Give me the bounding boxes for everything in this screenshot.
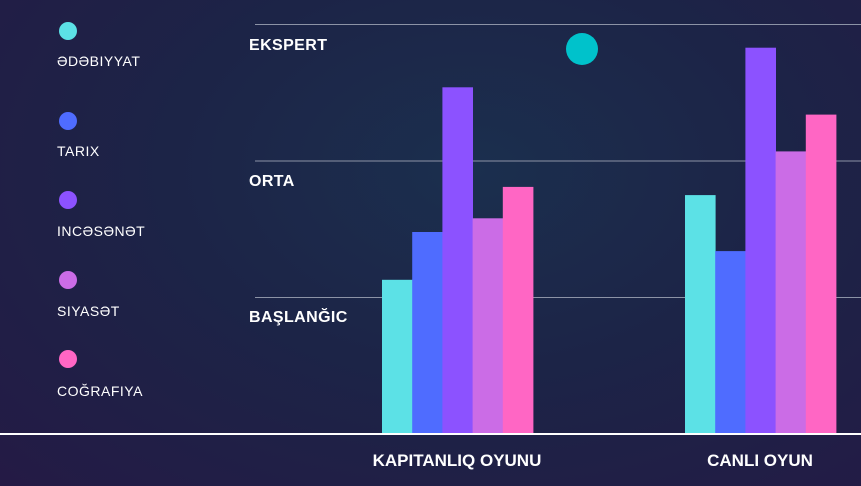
bar-canli-series-1	[715, 251, 746, 434]
bars	[382, 47, 837, 435]
legend-label-incesenet: INCƏSƏNƏT	[57, 223, 146, 239]
legend-swatch-incesenet	[59, 191, 77, 209]
bar-kapitanliq-series-4	[502, 186, 534, 434]
legend-label-cografiya: COĞRAFIYA	[57, 383, 143, 399]
level-label-ekspert: EKSPERT	[249, 37, 328, 54]
legend-swatch-tarix	[59, 112, 77, 130]
legend-swatch-edebiyyat	[59, 22, 77, 40]
bar-canli-series-2	[745, 47, 776, 434]
level-label-orta: ORTA	[249, 173, 295, 190]
bar-kapitanliq-series-1	[412, 232, 443, 434]
bar-kapitanliq-series-3	[472, 218, 504, 434]
decorative-dot-marker	[566, 33, 598, 65]
legend-label-edebiyyat: ƏDƏBIYYAT	[57, 53, 141, 69]
level-label-baslangic: BAŞLANĞIC	[249, 309, 348, 326]
bar-canli-series-4	[805, 114, 837, 434]
bar-kapitanliq-series-2	[442, 87, 473, 435]
category-label-kapitanliq-oyunu: KAPITANLIQ OYUNU	[372, 451, 542, 470]
legend-label-tarix: TARIX	[57, 143, 100, 159]
legend-swatch-cografiya	[59, 350, 77, 368]
bar-canli-series-0	[685, 195, 716, 434]
bar-canli-series-3	[775, 151, 807, 434]
legend-swatch-siyaset	[59, 271, 77, 289]
bar-kapitanliq-series-0	[382, 279, 413, 434]
legend-label-siyaset: SIYASƏT	[57, 303, 120, 319]
category-label-canli-oyun: CANLI OYUN	[707, 451, 813, 470]
